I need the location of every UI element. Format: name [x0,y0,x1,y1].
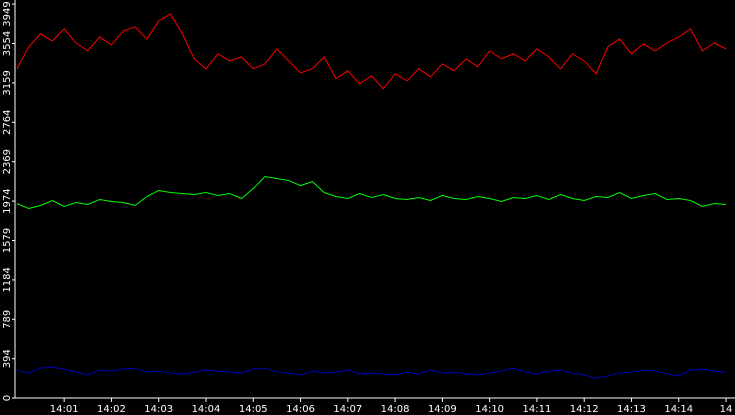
y-tick-label: 3949 [2,1,13,26]
x-tick-label: 14:09 [428,404,457,415]
x-tick-label: 14:12 [570,404,599,415]
series-line [16,366,727,379]
x-tick-label: 14:11 [523,404,552,415]
x-tick-label: 14:07 [333,404,362,415]
series-line [16,13,727,90]
x-tick-label: 14:14 [664,404,693,415]
y-tick-label: 1974 [2,188,13,213]
x-tick-label: 14 [720,404,733,415]
y-tick-label: 789 [2,310,13,329]
series-line [16,176,727,210]
y-tick-label: 1579 [2,228,13,253]
x-tick-label: 14:05 [239,404,268,415]
y-tick-label: 0 [2,395,13,401]
x-tick-label: 14:06 [286,404,315,415]
x-tick-label: 14:01 [50,404,79,415]
x-tick-label: 14:13 [617,404,646,415]
x-tick-label: 14:02 [97,404,126,415]
y-tick-label: 3554 [2,31,13,56]
y-tick-label: 2764 [2,110,13,135]
y-tick-label: 3159 [2,70,13,95]
y-tick-label: 1184 [2,267,13,292]
x-tick-label: 14:08 [381,404,410,415]
y-tick-label: 394 [2,349,13,368]
y-tick-label: 2369 [2,149,13,174]
x-tick-label: 14:10 [475,404,504,415]
x-tick-label: 14:03 [144,404,173,415]
x-tick-label: 14:04 [192,404,221,415]
